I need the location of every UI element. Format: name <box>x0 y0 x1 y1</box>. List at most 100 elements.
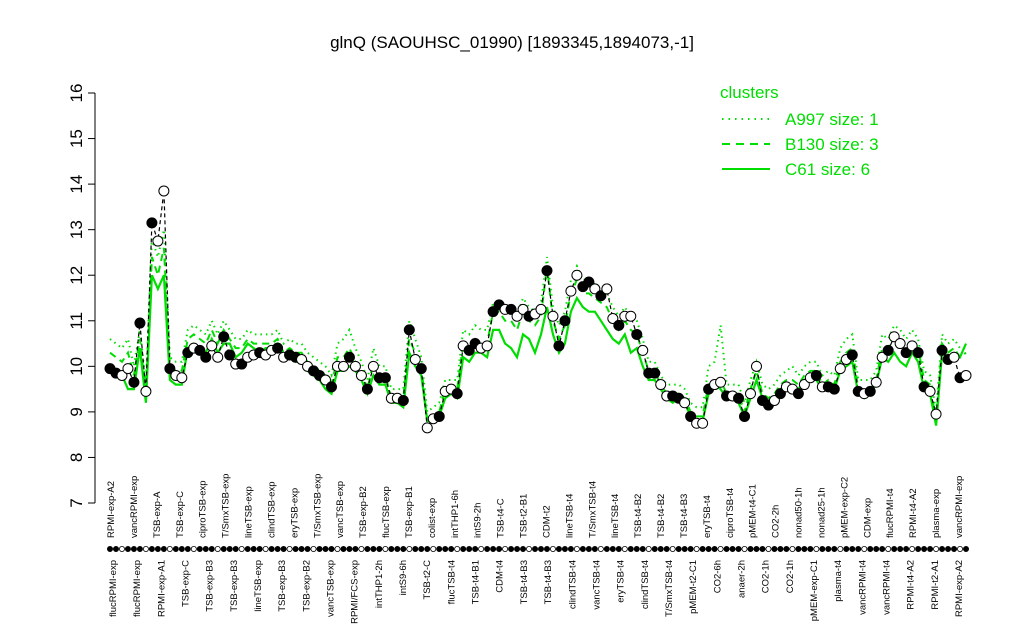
rug-dot <box>496 546 503 553</box>
rug-dot <box>154 546 161 553</box>
rug-dot <box>484 546 491 553</box>
data-point <box>122 363 134 375</box>
x-label-bottom: pMEM-t2-C1 <box>688 560 699 614</box>
x-label-bottom: vancTSB-exp <box>326 560 337 617</box>
rug-dot <box>298 546 305 553</box>
x-label-bottom: flucRPMI-exp <box>132 560 143 617</box>
data-point <box>367 360 379 372</box>
data-point <box>361 383 373 395</box>
rug-dot <box>909 546 916 553</box>
rug-dot <box>639 546 646 553</box>
x-label-top: lineTSB-exp <box>244 486 255 538</box>
rug-dot <box>777 546 784 553</box>
rug-dot <box>514 546 521 553</box>
data-point <box>152 235 164 247</box>
x-label-bottom: intTHP1-2h <box>374 560 385 608</box>
rug-dot <box>274 546 281 553</box>
x-label-top: CO2-2h <box>771 505 782 538</box>
rug-dot <box>615 546 622 553</box>
rug-dot <box>549 546 556 553</box>
legend-label: A997 size: 1 <box>785 110 879 129</box>
data-point <box>774 388 786 400</box>
data-point <box>415 363 427 375</box>
x-label-bottom: TSB-t4-B3 <box>519 560 530 604</box>
data-point <box>535 303 547 315</box>
data-point <box>685 410 697 422</box>
y-tick-label: 10 <box>67 357 86 376</box>
data-point <box>876 351 888 363</box>
rug-dot <box>561 546 568 553</box>
x-label-top: RPMI-t4-A2 <box>908 488 919 538</box>
rug-dot <box>136 546 143 553</box>
rug-dot <box>118 546 125 553</box>
x-label-bottom: TSB-exp-B3 <box>205 560 216 612</box>
data-point <box>768 395 780 406</box>
rug-dot <box>819 546 826 553</box>
y-tick-label: 7 <box>67 498 86 507</box>
data-point <box>846 349 858 361</box>
rug-dot <box>472 546 479 553</box>
data-point <box>571 269 583 281</box>
x-label-bottom: TSB-t4-B1 <box>471 560 482 604</box>
x-label-bottom: TSB-exp-C <box>181 560 192 607</box>
data-point <box>792 388 804 400</box>
y-tick-label: 12 <box>67 266 86 285</box>
data-point <box>924 385 936 397</box>
x-label-top: vancRPMI-exp <box>954 476 965 538</box>
data-point <box>750 360 762 372</box>
x-label-top: clindTSB-exp <box>266 482 277 539</box>
rug-dot <box>364 546 371 553</box>
rug-dot <box>795 546 802 553</box>
x-label-top: pMEM-exp-C2 <box>839 477 850 538</box>
rug-dot <box>532 546 539 553</box>
series-points <box>104 185 972 434</box>
x-label-bottom: CO2-6h <box>712 560 723 593</box>
rug-dot <box>112 546 119 553</box>
data-point <box>828 383 840 395</box>
rug-dot <box>717 546 724 553</box>
rug-dot <box>340 546 347 553</box>
x-label-bottom: TSB-t2-C <box>422 560 433 600</box>
x-label-bottom: TSB-t4-B3 <box>543 560 554 604</box>
data-point <box>565 285 577 297</box>
data-point <box>834 363 846 375</box>
rug-dot <box>418 546 425 553</box>
data-point <box>637 344 649 356</box>
rug-dot <box>286 546 293 553</box>
data-point <box>349 360 361 372</box>
rug-dot <box>573 546 580 553</box>
rug-dot <box>190 546 197 553</box>
rug-dot <box>184 546 191 553</box>
rug-dot <box>735 546 742 553</box>
rug-dot <box>310 546 317 553</box>
x-label-top: eryTSB-t4 <box>702 495 713 538</box>
data-point <box>505 303 517 315</box>
data-point <box>655 379 667 391</box>
rug-dot <box>693 546 700 553</box>
rug-dot <box>789 546 796 553</box>
data-point <box>948 351 960 363</box>
data-point <box>930 408 942 420</box>
data-point <box>888 331 900 343</box>
rug-dot <box>879 546 886 553</box>
data-point <box>607 313 619 324</box>
x-label-bottom: clindTSB-t4 <box>567 560 578 609</box>
rug-dot <box>166 546 173 553</box>
x-label-bottom: clindTSB-t4 <box>640 560 651 609</box>
data-point <box>194 344 206 356</box>
rug-dot <box>382 546 389 553</box>
rug-dot <box>232 546 239 553</box>
rug-dot <box>609 546 616 553</box>
legend-label: B130 size: 3 <box>785 135 879 154</box>
rug-dot <box>759 546 766 553</box>
x-label-bottom: CDM-t4 <box>495 560 506 593</box>
data-point <box>553 340 565 352</box>
rug-dot <box>675 546 682 553</box>
rug-dot <box>861 546 868 553</box>
x-label-bottom: flucRPMI-exp <box>108 560 119 617</box>
data-point <box>589 283 601 295</box>
rug-dot <box>412 546 419 553</box>
data-point <box>894 338 906 350</box>
x-label-top: lineTSB-t4 <box>610 494 621 538</box>
data-point <box>403 324 415 336</box>
